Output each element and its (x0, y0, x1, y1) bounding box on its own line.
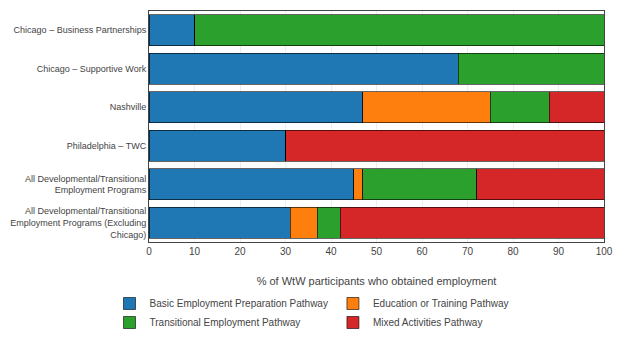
svg-text:Basic Employment Preparation P: Basic Employment Preparation Pathway (150, 298, 328, 309)
svg-text:70: 70 (462, 246, 474, 257)
svg-text:Transitional Employment Pathwa: Transitional Employment Pathway (150, 317, 301, 328)
svg-text:60: 60 (416, 246, 428, 257)
svg-text:Education or Training Pathway: Education or Training Pathway (373, 298, 509, 309)
svg-text:Chicago – Business Partnership: Chicago – Business Partnerships (14, 25, 147, 35)
svg-text:% of WtW participants who obta: % of WtW participants who obtained emplo… (257, 275, 497, 287)
svg-text:10: 10 (189, 246, 201, 257)
svg-text:Philadelphia – TWC: Philadelphia – TWC (67, 141, 147, 151)
svg-text:20: 20 (234, 246, 246, 257)
svg-text:Chicago – Supportive Work: Chicago – Supportive Work (37, 64, 147, 74)
svg-text:All Developmental/Transitional: All Developmental/TransitionalEmployment… (25, 174, 147, 196)
svg-text:Mixed Activities Pathway: Mixed Activities Pathway (373, 317, 483, 328)
svg-text:80: 80 (507, 246, 519, 257)
svg-text:0: 0 (146, 246, 152, 257)
svg-text:Nashville: Nashville (110, 102, 147, 112)
svg-text:30: 30 (280, 246, 292, 257)
svg-text:90: 90 (553, 246, 565, 257)
svg-text:50: 50 (371, 246, 383, 257)
svg-text:100: 100 (596, 246, 613, 257)
svg-text:All Developmental/Transitional: All Developmental/TransitionalEmployment… (10, 206, 146, 239)
svg-text:40: 40 (325, 246, 337, 257)
